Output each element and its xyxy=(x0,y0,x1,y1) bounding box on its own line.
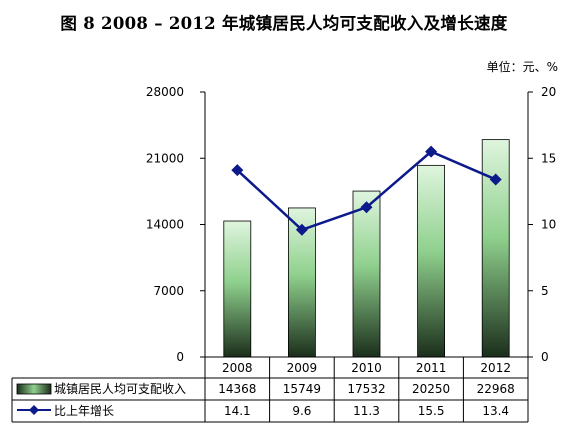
x-category-label: 2008 xyxy=(222,361,253,375)
table-cell-income: 15749 xyxy=(283,382,321,396)
legend-key-marker xyxy=(29,405,39,415)
left-axis-tick-label: 21000 xyxy=(146,151,184,165)
income-bar-2008 xyxy=(223,220,252,358)
table-cell-growth: 13.4 xyxy=(482,404,509,418)
legend-label-growth: 比上年增长 xyxy=(54,404,114,418)
income-bar-2010 xyxy=(352,190,381,358)
table-cell-income: 17532 xyxy=(347,382,385,396)
growth-marker-2012 xyxy=(489,173,502,186)
table-cell-income: 22968 xyxy=(477,382,515,396)
left-axis-tick-label: 7000 xyxy=(153,284,184,298)
x-category-label: 2009 xyxy=(287,361,318,375)
legend-label-income: 城镇居民人均可支配收入 xyxy=(54,382,186,396)
table-cell-growth: 11.3 xyxy=(353,404,380,418)
left-axis-tick-label: 0 xyxy=(176,350,184,364)
table-cell-growth: 15.5 xyxy=(418,404,445,418)
growth-marker-2011 xyxy=(425,145,438,158)
right-axis-tick-label: 0 xyxy=(541,350,549,364)
table-cell-growth: 14.1 xyxy=(224,404,251,418)
table-cell-growth: 9.6 xyxy=(292,404,311,418)
legend-key-bar xyxy=(16,383,52,395)
growth-marker-2010 xyxy=(360,201,373,214)
unit-label: 单位：元、% xyxy=(486,60,558,74)
income-bar-2012 xyxy=(481,139,510,358)
growth-marker-2009 xyxy=(295,223,308,236)
x-category-label: 2010 xyxy=(351,361,382,375)
right-axis-tick-label: 5 xyxy=(541,284,549,298)
right-axis-tick-label: 15 xyxy=(541,151,556,165)
x-category-label: 2012 xyxy=(480,361,511,375)
chart-title: 图 8 2008 – 2012 年城镇居民人均可支配收入及增长速度 xyxy=(60,14,508,33)
table-cell-income: 14368 xyxy=(218,382,256,396)
left-axis-tick-label: 14000 xyxy=(146,218,184,232)
right-axis-tick-label: 20 xyxy=(541,85,556,99)
left-axis-tick-label: 28000 xyxy=(146,85,184,99)
growth-marker-2008 xyxy=(231,164,244,177)
table-cell-income: 20250 xyxy=(412,382,450,396)
income-bar-2011 xyxy=(417,164,446,358)
x-category-label: 2011 xyxy=(416,361,447,375)
right-axis-tick-label: 10 xyxy=(541,218,556,232)
